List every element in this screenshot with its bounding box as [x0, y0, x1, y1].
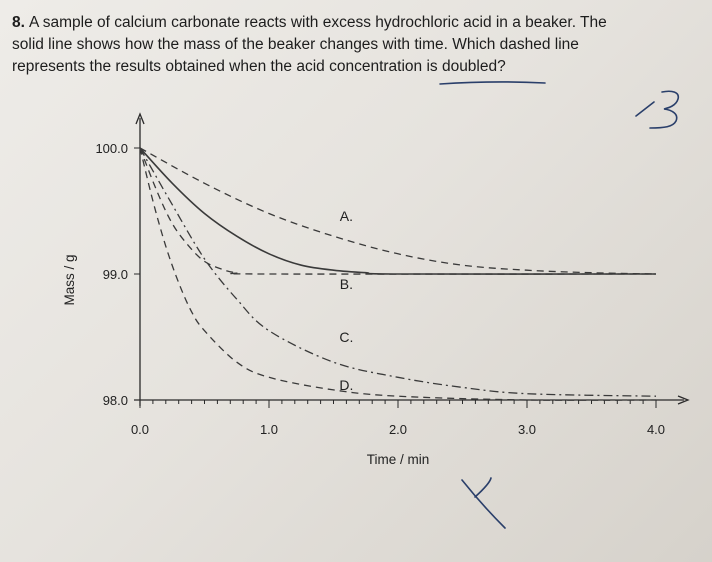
curve-d: [139, 147, 657, 401]
curve-label-c: C.: [339, 329, 353, 345]
curve-b: [139, 147, 657, 275]
x-tick-label: 1.0: [260, 422, 278, 437]
curve-a: [139, 147, 657, 275]
chart-axes: 0.0 1.0 2.0 3.0 4.0 98.0 99.0 100.0 Time / min Ma…: [62, 112, 690, 467]
curve-c: [139, 147, 657, 397]
pen-score-slash: [635, 101, 655, 117]
question-line-3: represents the results obtained when the…: [12, 58, 506, 75]
x-tick-label: 4.0: [647, 422, 665, 437]
curve-label-d: D.: [339, 377, 353, 393]
y-tick-label: 99.0: [103, 267, 128, 282]
pen-underline: [439, 81, 546, 85]
y-tick-label: 98.0: [103, 393, 128, 408]
y-axis-title: Mass / g: [62, 254, 77, 305]
y-axis-arrow: [135, 112, 145, 125]
question-number: 8.: [12, 14, 25, 31]
x-tick-label: 3.0: [518, 422, 536, 437]
question-line-2: solid line shows how the mass of the bea…: [12, 36, 579, 53]
x-axis-title: Time / min: [367, 452, 430, 467]
pen-score-mark: [649, 90, 680, 129]
handwritten-marks: [439, 81, 680, 529]
y-tick-label: 100.0: [95, 141, 128, 156]
chart-curves: [139, 147, 657, 401]
chart-labels: A. B. C. D.: [339, 208, 353, 393]
curve-label-a: A.: [340, 208, 353, 224]
question-line-1: 8. A sample of calcium carbonate reacts w…: [12, 14, 607, 31]
x-tick-label: 0.0: [131, 422, 149, 437]
pen-tick-mark: [461, 477, 506, 529]
curve-label-b: B.: [340, 276, 353, 292]
curve-solid-reference: [139, 147, 657, 275]
x-tick-label: 2.0: [389, 422, 407, 437]
question-text: 8. A sample of calcium carbonate reacts w…: [12, 12, 702, 78]
x-axis-arrow: [677, 395, 690, 405]
